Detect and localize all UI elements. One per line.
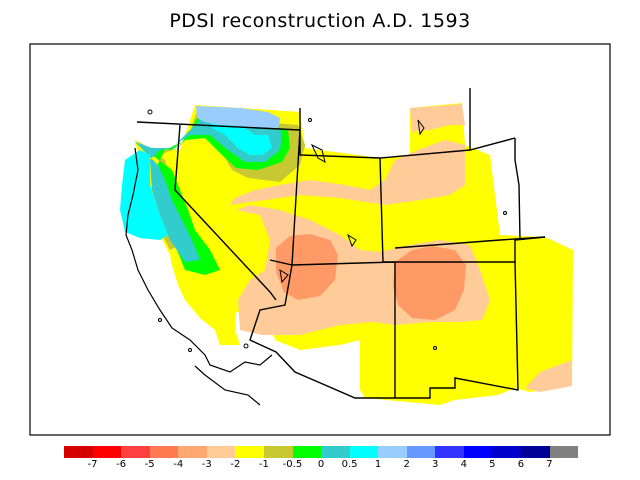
legend-tick-label: 2 <box>403 459 410 470</box>
legend-swatch <box>64 446 93 458</box>
coastline <box>125 147 273 406</box>
legend-swatch <box>549 446 579 458</box>
pdsi-cyan-core <box>120 118 272 240</box>
legend-tick-label: -5 <box>144 459 155 470</box>
legend-swatch <box>206 446 236 458</box>
color-legend <box>64 446 579 458</box>
legend-tick-label: -0.5 <box>282 459 303 470</box>
pdsi-orange-core-west <box>276 234 338 300</box>
state-boundaries <box>136 88 546 399</box>
legend-tick-label: 5 <box>489 459 496 470</box>
legend-tick-label: 3 <box>432 459 439 470</box>
legend-tick-label: -3 <box>201 459 212 470</box>
pdsi-lightblue-patch <box>196 106 280 130</box>
legend-swatch <box>235 446 264 458</box>
legend-swatch <box>463 446 493 458</box>
legend-swatch <box>521 446 550 458</box>
legend-tick-label: 1 <box>374 459 382 470</box>
legend-tick-label: 6 <box>517 459 525 470</box>
legend-swatch <box>178 446 207 458</box>
legend-swatch <box>406 446 436 458</box>
legend-tick-label: 0 <box>317 459 325 470</box>
legend-tick-label: 0.5 <box>341 459 358 470</box>
coast-whitespace <box>120 240 220 365</box>
legend-tick-label: -4 <box>173 459 184 470</box>
legend-swatch <box>263 446 293 458</box>
legend-swatch <box>321 446 350 458</box>
legend-swatch <box>92 446 122 458</box>
legend-tick-label: 4 <box>460 459 467 470</box>
legend-swatch <box>292 446 322 458</box>
legend-tick-label: -7 <box>87 459 98 470</box>
legend-swatch <box>378 446 407 458</box>
legend-tick-label: -6 <box>116 459 127 470</box>
legend-tick-labels: -7 -6 -5 -4 -3 -2 -1 -0.5 0 0.5 1 2 3 4 5 6 7 <box>64 459 578 473</box>
legend-tick-label: -1 <box>258 459 269 470</box>
legend-swatch <box>121 446 150 458</box>
legend-swatch <box>492 446 521 458</box>
legend-swatch <box>349 446 379 458</box>
pdsi-orange-core-east <box>393 246 466 320</box>
legend-tick-label: 7 <box>546 459 553 470</box>
legend-swatch <box>435 446 464 458</box>
map-title: PDSI reconstruction A.D. 1593 <box>169 10 471 32</box>
legend-tick-label: -2 <box>230 459 241 470</box>
legend-swatch <box>149 446 179 458</box>
lakes <box>147 109 507 352</box>
